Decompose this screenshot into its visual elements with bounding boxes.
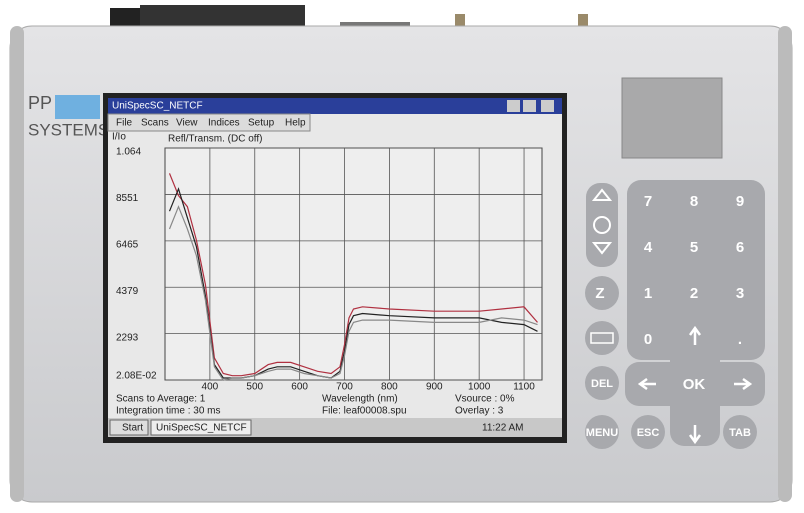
digit-key[interactable]: 6	[736, 239, 744, 256]
task-button[interactable]	[150, 419, 252, 436]
x-tick-label: 1000	[468, 382, 491, 393]
minimize-button[interactable]	[507, 100, 520, 112]
menu-item[interactable]: View	[176, 118, 198, 129]
arrow-right	[734, 377, 753, 391]
contrast-icon	[593, 216, 611, 234]
start-button[interactable]	[109, 419, 149, 436]
digit-key[interactable]: 0	[644, 331, 652, 348]
title-bar	[108, 98, 562, 114]
y-tick-label: 1.064	[116, 147, 141, 158]
y-tick-label: 6465	[116, 239, 139, 250]
menu-group: File Scans View Indices Setup Help	[116, 118, 306, 129]
menu-item[interactable]: Help	[285, 118, 306, 129]
side-rail	[778, 26, 792, 502]
spectrum-line	[168, 205, 538, 381]
status-text: Integration time : 30 ms	[116, 406, 221, 417]
tab-key[interactable]	[723, 415, 757, 449]
restore-button[interactable]	[523, 100, 536, 112]
contrast-keys[interactable]	[586, 183, 618, 267]
x-tick-label: 600	[291, 382, 308, 393]
arrow-down	[688, 425, 702, 445]
sleep-key[interactable]	[585, 276, 619, 310]
brand-text: PP	[28, 93, 52, 113]
key-label: TAB	[729, 427, 751, 439]
spectrum-line	[168, 173, 538, 377]
plot-area	[164, 147, 543, 381]
digit-key[interactable]: 7	[644, 193, 652, 210]
close-button[interactable]	[541, 100, 554, 112]
side-rail	[10, 26, 24, 502]
ok-key[interactable]: OK	[683, 376, 706, 393]
clock: 11:22 AM	[482, 423, 524, 434]
window-title: UniSpecSC_NETCF	[112, 101, 203, 112]
digit-key[interactable]: 1	[644, 285, 652, 302]
x-axis-label: Wavelength (nm)	[322, 394, 398, 405]
start-label: Start	[122, 423, 143, 434]
status-text: File: leaf00008.spu	[322, 406, 407, 417]
y-tick-label: 8551	[116, 193, 139, 204]
digit-key[interactable]: 4	[644, 239, 653, 256]
antenna-port	[578, 14, 588, 32]
menu-key[interactable]	[585, 415, 619, 449]
chart: I/Io Refl/Transm. (DC off) Wavelength (nm)…	[112, 132, 543, 405]
up-icon	[591, 188, 613, 201]
task-label: UniSpecSC_NETCF	[156, 423, 247, 434]
brand-text: SYSTEMS	[28, 120, 109, 139]
del-key[interactable]	[585, 366, 619, 400]
digit-key[interactable]: .	[738, 331, 742, 348]
keyboard-icon	[590, 332, 614, 344]
x-tick-label: 400	[202, 382, 219, 393]
y-tick-label: 2293	[116, 332, 139, 343]
digit-key[interactable]: 2	[690, 285, 698, 302]
status-text: Vsource : 0%	[455, 394, 515, 405]
menu-item[interactable]: File	[116, 118, 133, 129]
x-tick-label: 800	[381, 382, 398, 393]
antenna-port	[455, 14, 465, 32]
sleep-label: Z	[595, 285, 604, 302]
y-axis-label: I/Io	[112, 132, 126, 143]
key-label: DEL	[591, 378, 613, 390]
down-icon	[591, 242, 613, 255]
arrow-up	[688, 325, 702, 345]
digit-key[interactable]: 3	[736, 285, 744, 302]
menu-item[interactable]: Indices	[208, 118, 240, 129]
esc-key[interactable]	[631, 415, 665, 449]
secondary-display	[621, 77, 723, 159]
brand-logo	[55, 95, 100, 119]
menu-item[interactable]: Scans	[141, 118, 169, 129]
y-tick-label: 2.08E-02	[116, 371, 157, 382]
x-tick-label: 1100	[513, 382, 535, 393]
digit-key[interactable]: 8	[690, 193, 698, 210]
y-tick-label: 4379	[116, 286, 139, 297]
menu-bar	[107, 113, 311, 132]
x-tick-label: 700	[336, 382, 353, 393]
digit-key[interactable]: 9	[736, 193, 744, 210]
status-text: Scans to Average: 1	[116, 394, 206, 405]
chart-title: Refl/Transm. (DC off)	[168, 134, 262, 145]
nav-cross	[625, 362, 765, 406]
x-tick-label: 900	[426, 382, 443, 393]
digit-key[interactable]: 5	[690, 239, 698, 256]
x-tick-label: 500	[246, 382, 263, 393]
keys: 7 8 9 4 5 6 1 2 3 0.	[644, 193, 744, 348]
connector	[110, 8, 140, 30]
menu-item[interactable]: Setup	[248, 118, 275, 129]
status-text: Overlay : 3	[455, 406, 504, 417]
key-label: ESC	[637, 427, 660, 439]
key-label: MENU	[586, 427, 618, 439]
keyboard-key[interactable]	[585, 321, 619, 355]
arrow-left	[637, 377, 656, 391]
numeric-pad	[627, 180, 765, 360]
